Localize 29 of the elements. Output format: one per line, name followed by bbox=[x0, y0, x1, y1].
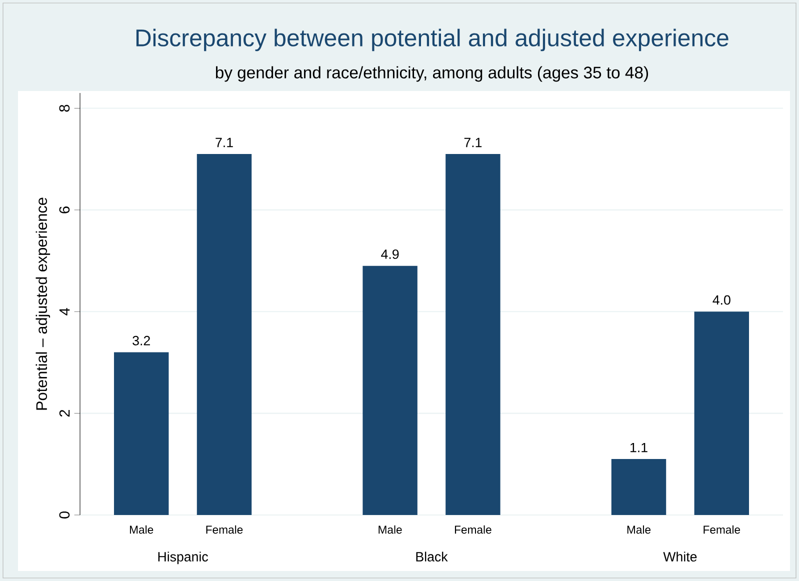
y-axis-title: Potential – adjusted experience bbox=[36, 198, 50, 410]
bar bbox=[196, 154, 252, 515]
x-tick-label: Female bbox=[704, 525, 740, 534]
data-label: 7.1 bbox=[216, 138, 233, 148]
y-tick-label: 4 bbox=[60, 308, 70, 316]
x-tick-label: Female bbox=[454, 525, 492, 534]
bar bbox=[694, 312, 750, 515]
bar bbox=[611, 459, 666, 515]
y-tick-label: 0 bbox=[59, 511, 70, 518]
data-label: 3.2 bbox=[132, 336, 150, 346]
data-label: 4.0 bbox=[712, 295, 730, 305]
bar bbox=[446, 154, 500, 515]
x-tick-label: Male bbox=[627, 525, 651, 534]
text: White bbox=[663, 552, 697, 562]
bar bbox=[362, 266, 418, 515]
bar bbox=[114, 352, 169, 515]
y-tick-label: 6 bbox=[59, 206, 70, 214]
text: Black bbox=[416, 552, 448, 562]
data-label: 4.9 bbox=[381, 249, 399, 259]
x-tick-label: Female bbox=[206, 525, 243, 534]
y-tick-label: 8 bbox=[59, 104, 70, 112]
chart-title: Discrepancy between potential and adjusted experience bbox=[136, 28, 728, 52]
data-label: 7.1 bbox=[464, 138, 482, 148]
x-tick-label: Male bbox=[130, 525, 154, 534]
data-label: 1.1 bbox=[630, 442, 648, 452]
x-tick-label: Male bbox=[378, 525, 402, 534]
text: Hispanic bbox=[158, 552, 208, 564]
y-tick-label: 2 bbox=[59, 410, 70, 417]
chart-subtitle: by gender and race/ethnicity, among adults (ages 35 to 48) bbox=[216, 66, 648, 82]
